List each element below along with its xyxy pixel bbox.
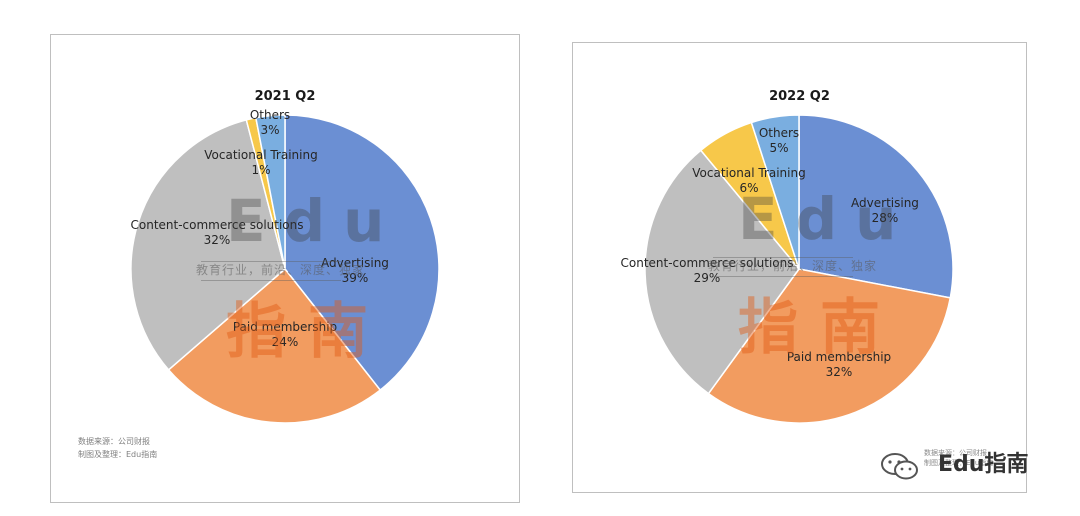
chart-panel-2022: 2022 Q2 Advertising 28% Paid membership 32%… [572, 42, 1027, 493]
slice-percent-label: 24% [272, 335, 299, 349]
watermark-divider [201, 261, 341, 262]
wechat-icon [881, 453, 918, 480]
slice-label: Advertising [851, 196, 919, 210]
slice-label: Vocational Training [692, 166, 805, 180]
chart-title: 2022 Q2 [769, 89, 830, 104]
slice-percent-label: 28% [872, 211, 899, 225]
slice-percent-label: 6% [739, 181, 758, 195]
chart-title: 2021 Q2 [254, 89, 316, 104]
slice-percent-label: 3% [260, 123, 279, 137]
pie-slice-others [254, 114, 286, 270]
slice-label: Paid membership [787, 350, 891, 364]
slice-label: Others [250, 108, 290, 122]
pie-slice-paid-membership [167, 267, 382, 424]
pie-slice-content-commerce-solutions [644, 149, 800, 395]
slice-label: Vocational Training [204, 148, 317, 162]
source-line: 数据来源：公司财报 [78, 437, 150, 446]
slice-percent-label: 32% [826, 365, 853, 379]
footer-brand-text: Edu指南 [938, 452, 1029, 477]
slice-percent-label: 29% [694, 271, 721, 285]
slice-percent-label: 39% [342, 271, 369, 285]
pie-slice-advertising [798, 114, 954, 299]
source-line: 制图及整理：Edu指南 [78, 450, 158, 459]
slice-label: Content-commerce solutions [131, 218, 304, 232]
source-note: 数据来源：公司财报 制图及整理：Edu指南 [924, 448, 993, 468]
pie-slice-paid-membership [707, 268, 952, 424]
watermark-divider [713, 276, 853, 277]
source-line: 制图及整理：Edu指南 [924, 459, 994, 467]
slice-percent-label: 1% [251, 163, 270, 177]
slice-percent-label: 5% [769, 141, 788, 155]
pie-slice-content-commerce-solutions [130, 119, 286, 371]
pie-slice-others [750, 114, 800, 270]
slice-label: Advertising [321, 256, 389, 270]
watermark-divider [713, 257, 853, 258]
chart-panel-2021: 2021 Q2 Advertising 39% Paid membership 24%… [50, 34, 520, 503]
watermark-divider [201, 280, 341, 281]
slice-label: Others [759, 126, 799, 140]
slice-label: Content-commerce solutions [621, 256, 794, 270]
pie-slice-advertising [284, 114, 440, 392]
slice-percent-label: 32% [204, 233, 231, 247]
source-line: 数据来源：公司财报 [924, 449, 987, 457]
source-note: 数据来源：公司财报 制图及整理：Edu指南 [78, 435, 157, 461]
slice-label: Paid membership [233, 320, 337, 334]
